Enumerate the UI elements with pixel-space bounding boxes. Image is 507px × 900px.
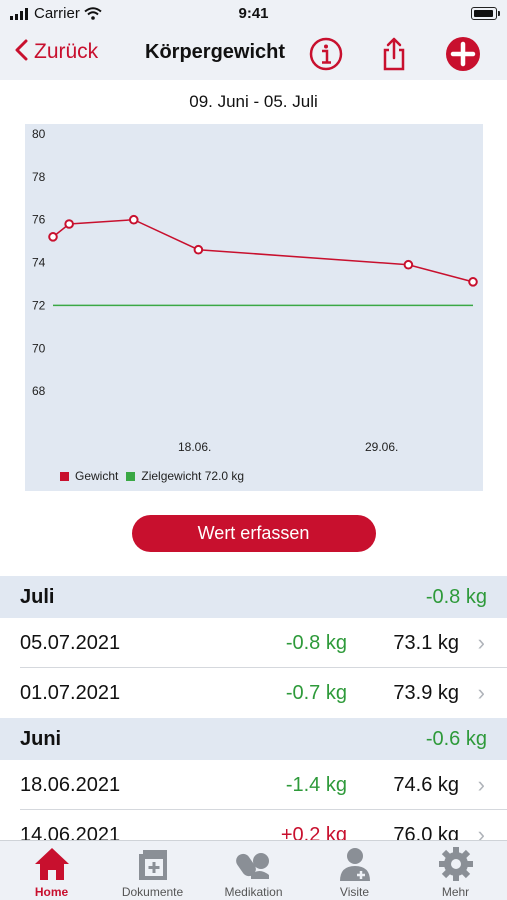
- status-time: 9:41: [238, 5, 269, 22]
- tab-label: Dokumente: [121, 885, 184, 899]
- legend-swatch-weight: [60, 471, 69, 481]
- medication-icon: [235, 853, 269, 879]
- y-tick-label: 74: [32, 256, 46, 270]
- y-tick-label: 78: [32, 170, 46, 184]
- home-icon: [34, 848, 69, 880]
- back-label: Zurück: [34, 40, 99, 63]
- list-item[interactable]: 01.07.2021 -0.7 kg 73.9 kg ›: [0, 668, 507, 718]
- weight-series-line: [52, 218, 474, 283]
- weight-chart: 68 70 72 74 76 78 80 18.06. 29.06. Gewicht Zielg…: [25, 124, 483, 491]
- chart-svg: 68 70 72 74 76 78 80 18.06. 29.06.: [32, 127, 478, 454]
- tab-visit[interactable]: Visite: [304, 845, 405, 899]
- page-title: Körpergewicht: [145, 41, 286, 63]
- section-delta: -0.8 kg: [425, 585, 487, 608]
- list-item[interactable]: 18.06.2021 -1.4 kg 74.6 kg ›: [0, 760, 507, 810]
- add-value-button[interactable]: Wert erfassen: [131, 515, 376, 552]
- tab-medication[interactable]: Medikation: [203, 845, 304, 899]
- wifi-icon: [84, 7, 102, 20]
- section-delta: -0.6 kg: [425, 727, 487, 750]
- doctor-icon: [339, 848, 370, 881]
- plus-circle-icon: [446, 37, 480, 71]
- legend-item-target: Zielgewicht 72.0 kg: [126, 469, 244, 483]
- info-icon: [309, 37, 343, 71]
- y-tick-label: 70: [32, 341, 46, 355]
- y-tick-label: 68: [32, 384, 46, 398]
- legend-item-weight: Gewicht: [60, 469, 118, 483]
- weight-data-point: [193, 244, 204, 255]
- row-divider: [20, 809, 507, 810]
- legend-label-weight: Gewicht: [75, 469, 119, 483]
- weight-data-point: [64, 219, 74, 229]
- tab-label: Mehr: [441, 885, 470, 899]
- carrier-label: Carrier: [34, 5, 80, 22]
- status-left: Carrier: [10, 5, 102, 22]
- back-button[interactable]: Zurück: [14, 39, 98, 65]
- tab-bar: Home Dokumente Medikation Visite: [0, 840, 507, 900]
- weight-data-point: [128, 214, 139, 225]
- y-tick-label: 76: [32, 213, 46, 227]
- legend-swatch-target: [126, 471, 136, 481]
- info-button[interactable]: [308, 36, 344, 72]
- tab-more[interactable]: Mehr: [405, 845, 506, 899]
- battery-icon: [471, 7, 500, 20]
- tab-label: Home: [34, 885, 69, 899]
- entry-delta: -1.4 kg: [285, 773, 347, 796]
- status-bar: Carrier 9:41: [0, 0, 507, 28]
- tab-label: Visite: [339, 885, 370, 899]
- weight-data-point: [468, 277, 478, 287]
- list-item[interactable]: 05.07.2021 -0.8 kg 73.1 kg ›: [0, 618, 507, 668]
- y-tick-label: 80: [32, 127, 46, 141]
- entry-weight: 73.1 kg: [393, 631, 459, 654]
- chevron-right-icon: ›: [477, 822, 485, 847]
- chevron-left-icon: [14, 39, 28, 65]
- section-header-june: Juni -0.6 kg: [0, 718, 507, 760]
- share-button[interactable]: [376, 36, 412, 72]
- entry-date: 18.06.2021: [20, 773, 121, 796]
- entry-weight: 74.6 kg: [393, 773, 459, 796]
- entry-delta: -0.8 kg: [285, 631, 347, 654]
- share-icon: [383, 37, 405, 71]
- date-range: 09. Juni - 05. Juli: [189, 92, 318, 111]
- entry-weight: 73.9 kg: [393, 681, 459, 704]
- entry-delta: -0.7 kg: [285, 681, 347, 704]
- tab-documents[interactable]: Dokumente: [102, 845, 203, 899]
- entry-date: 05.07.2021: [20, 631, 121, 654]
- x-tick-label: 29.06.: [365, 440, 398, 454]
- row-divider: [20, 667, 507, 668]
- chevron-right-icon: ›: [477, 630, 485, 655]
- add-entry-button[interactable]: [445, 36, 481, 72]
- tab-label: Medikation: [224, 885, 283, 899]
- weight-data-point: [48, 232, 58, 242]
- chart-legend: Gewicht Zielgewicht 72.0 kg: [60, 469, 252, 483]
- weight-data-point: [403, 259, 414, 270]
- add-value-wrap: Wert erfassen: [0, 515, 507, 552]
- legend-label-target: Zielgewicht 72.0 kg: [141, 469, 245, 483]
- entry-date: 01.07.2021: [20, 681, 121, 704]
- x-tick-label: 18.06.: [178, 440, 211, 454]
- y-tick-label: 72: [32, 298, 46, 312]
- entries-list: Juli -0.8 kg 05.07.2021 -0.8 kg 73.1 kg …: [0, 576, 507, 860]
- chevron-right-icon: ›: [477, 772, 485, 797]
- section-title: Juli: [20, 585, 55, 608]
- chevron-right-icon: ›: [477, 680, 485, 705]
- gear-icon: [438, 847, 473, 881]
- tab-home[interactable]: Home: [1, 845, 102, 899]
- signal-icon: [10, 7, 28, 20]
- section-header-july: Juli -0.8 kg: [0, 576, 507, 618]
- documents-icon: [138, 850, 167, 880]
- nav-bar: Zurück Körpergewicht: [0, 28, 507, 80]
- section-title: Juni: [20, 727, 62, 750]
